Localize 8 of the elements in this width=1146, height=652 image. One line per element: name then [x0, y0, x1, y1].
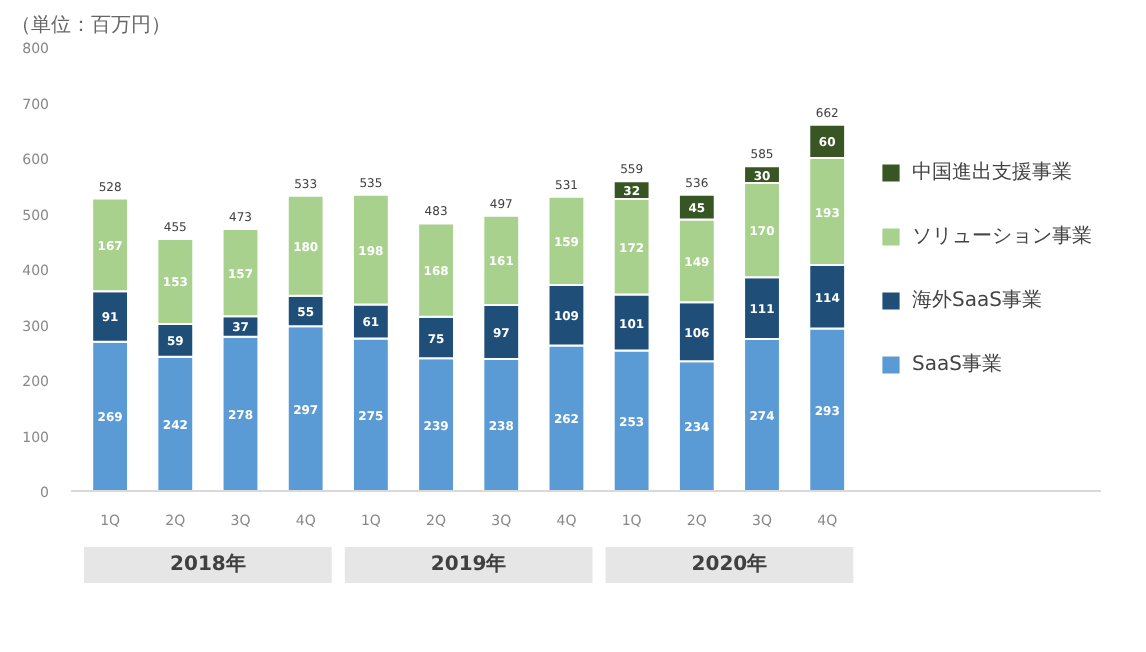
legend-label: ソリューション事業 — [912, 223, 1092, 250]
legend-label: 海外SaaS事業 — [912, 287, 1042, 314]
legend-label: 中国進出支援事業 — [912, 159, 1072, 186]
legend-label: SaaS事業 — [912, 351, 1002, 378]
text: 2018年 — [170, 552, 246, 576]
y-axis-title: （単位：百万円） — [11, 13, 171, 37]
text: 2020年 — [691, 552, 768, 576]
text: 2019年 — [430, 552, 507, 576]
